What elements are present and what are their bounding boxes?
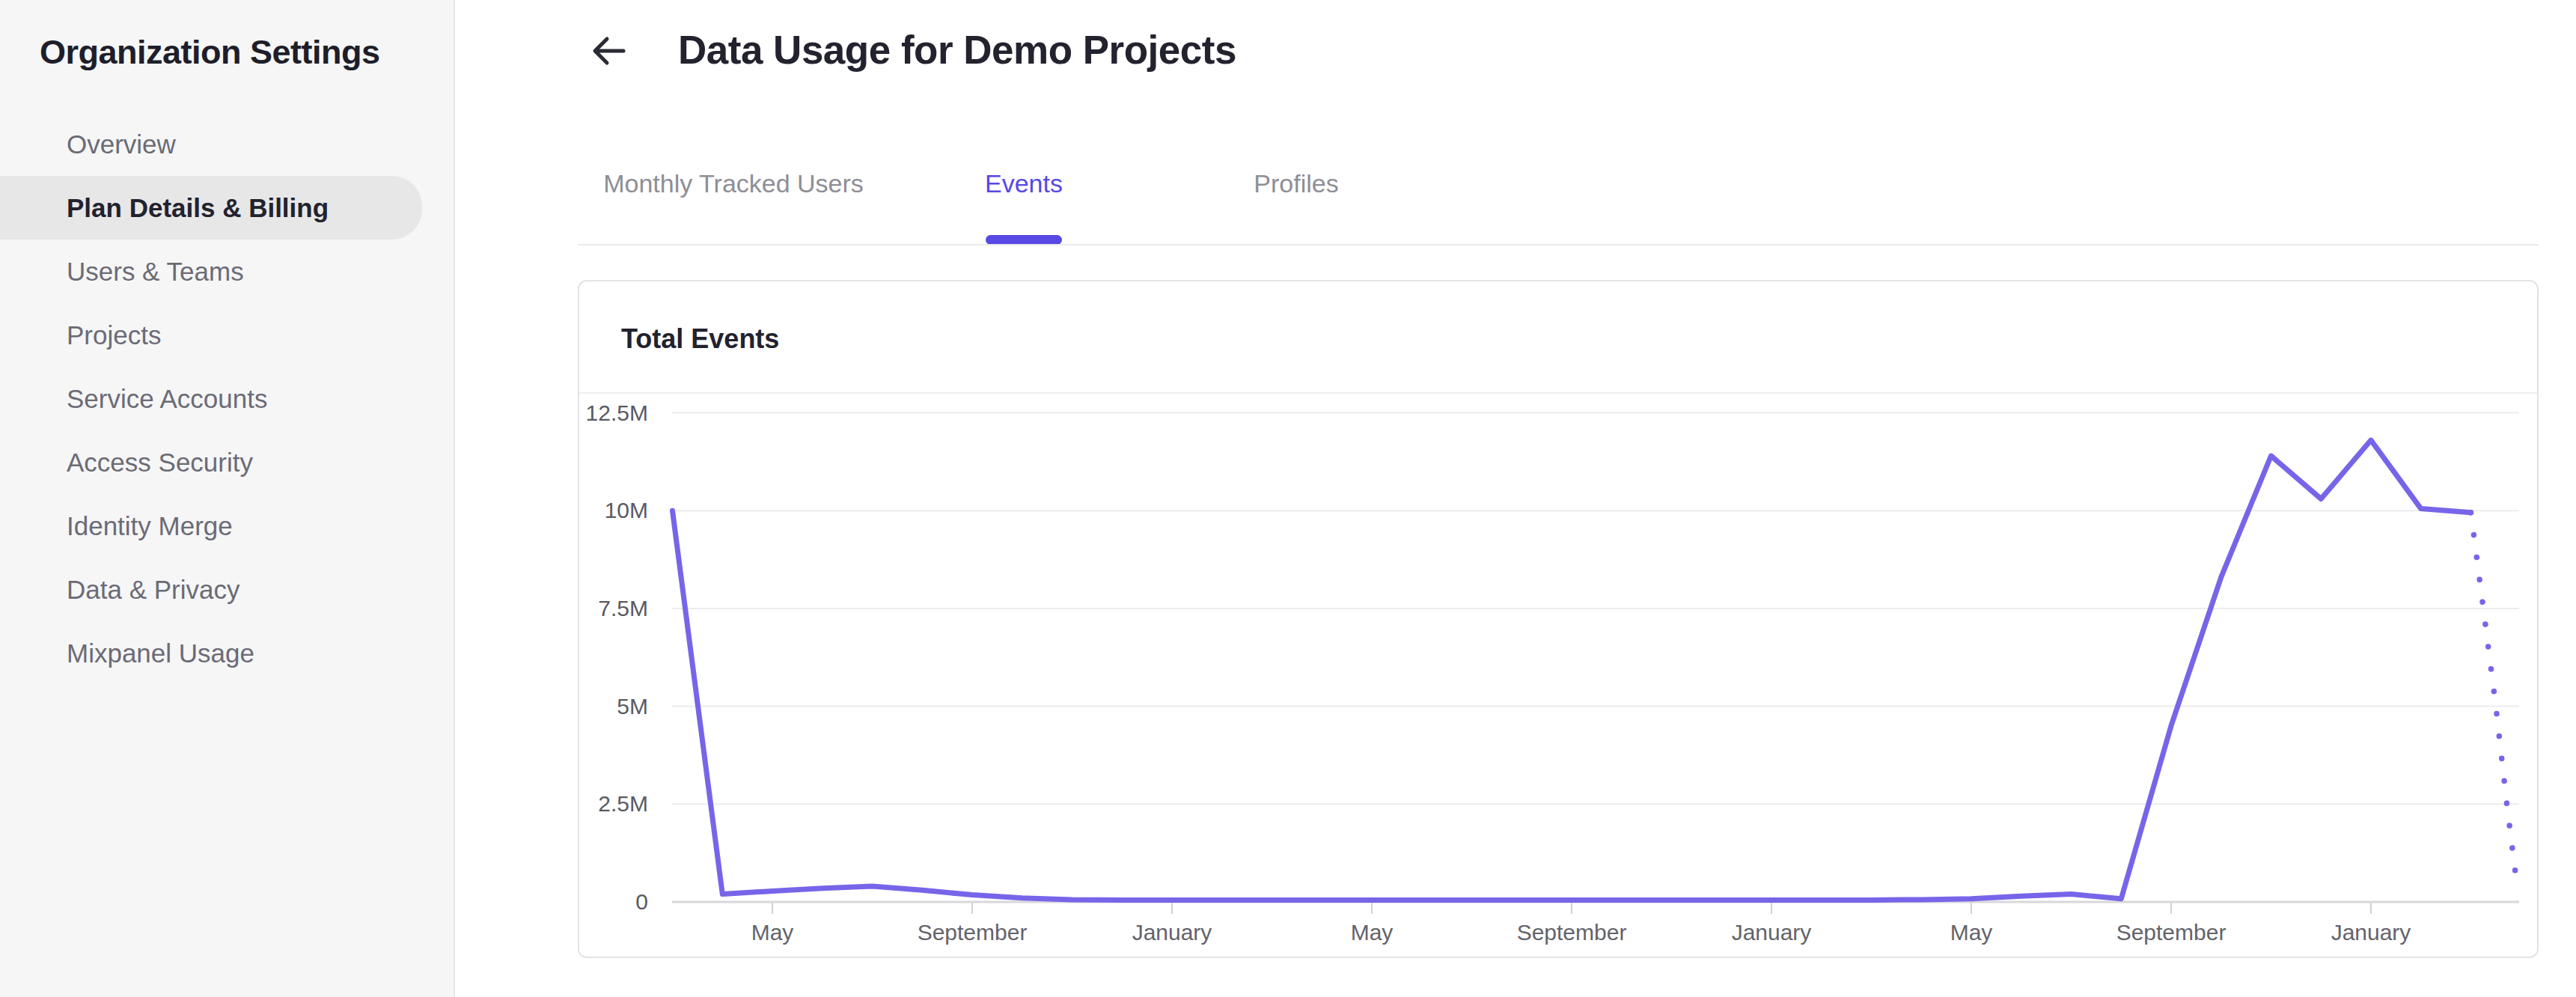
tab-events[interactable]: Events	[985, 167, 1063, 200]
arrow-left-icon	[588, 30, 630, 72]
page-title: Data Usage for Demo Projects	[678, 27, 1236, 73]
total-events-line	[673, 440, 2471, 900]
y-axis-tick-label: 0	[635, 889, 648, 914]
sidebar-item-projects[interactable]: Projects	[0, 303, 455, 367]
sidebar-item-identity-merge[interactable]: Identity Merge	[0, 494, 455, 558]
x-axis-tick-label: September	[918, 920, 1028, 945]
x-axis-tick-label: January	[2331, 920, 2411, 945]
x-axis-tick-label: January	[1732, 920, 1812, 945]
sidebar-item-mixpanel-usage[interactable]: Mixpanel Usage	[0, 621, 455, 685]
sidebar-item-users-and-teams[interactable]: Users & Teams	[0, 240, 455, 303]
tab-monthly-tracked-users[interactable]: Monthly Tracked Users	[603, 167, 864, 200]
x-axis-tick-label: May	[1351, 920, 1394, 945]
y-axis-tick-label: 2.5M	[598, 791, 648, 816]
x-axis-tick-label: May	[751, 920, 794, 945]
y-axis-tick-label: 7.5M	[598, 596, 648, 621]
x-axis-tick-label: September	[1517, 920, 1627, 945]
sidebar-item-service-accounts[interactable]: Service Accounts	[0, 367, 455, 430]
tab-profiles[interactable]: Profiles	[1254, 167, 1338, 200]
y-axis-tick-label: 10M	[605, 498, 648, 522]
total-events-projection-dotted-line	[2471, 513, 2518, 888]
y-axis-tick-label: 12.5M	[586, 400, 648, 425]
chart-title: Total Events	[621, 323, 779, 355]
y-axis-tick-label: 5M	[617, 694, 648, 719]
sidebar-item-data-and-privacy[interactable]: Data & Privacy	[0, 558, 455, 621]
back-button[interactable]	[588, 30, 630, 72]
x-axis-tick-label: September	[2116, 920, 2226, 945]
app-root: Organization Settings OverviewPlan Detai…	[0, 0, 2576, 997]
x-axis-tick-label: January	[1132, 920, 1212, 945]
tab-bar-divider	[578, 244, 2539, 246]
events-line-chart[interactable]: 0 2.5M 5M 7.5M 10M 12.5M May September January Ma…	[578, 392, 2539, 958]
tab-bar: Monthly Tracked Users Events Profiles	[0, 153, 2576, 245]
sidebar-item-access-security[interactable]: Access Security	[0, 430, 455, 494]
sidebar-title: Organization Settings	[40, 33, 380, 72]
x-axis-tick-label: May	[1950, 920, 1993, 945]
sidebar: Organization Settings OverviewPlan Detai…	[0, 0, 455, 997]
